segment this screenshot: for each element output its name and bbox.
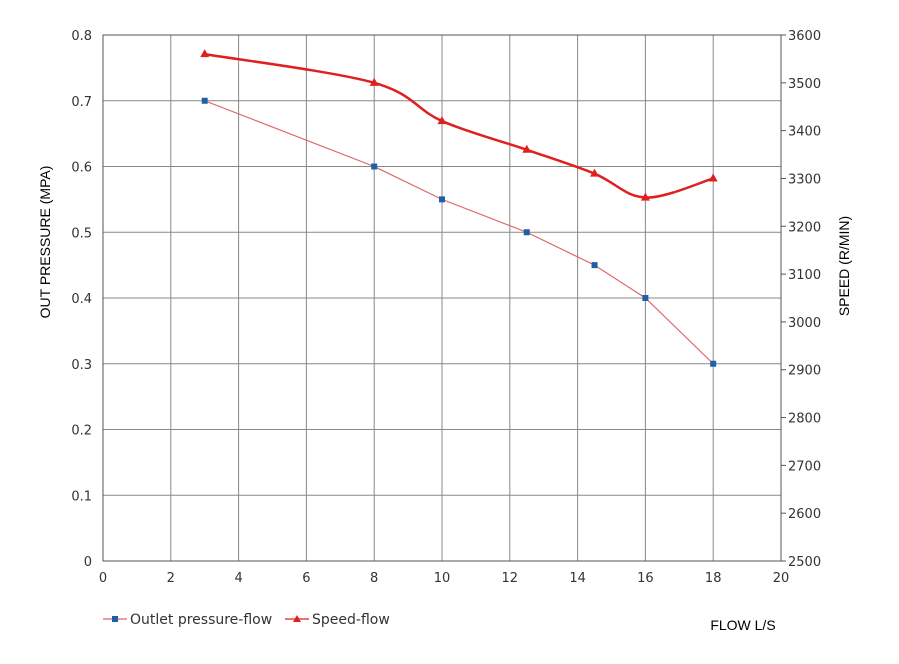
- data-series: [200, 49, 718, 367]
- grid-lines: [102, 34, 782, 562]
- y-right-tick-label: 2500: [788, 555, 821, 570]
- speed-data-point: [437, 116, 447, 125]
- pressure-data-point: [201, 97, 208, 104]
- y-right-tick-label: 2800: [788, 412, 821, 427]
- axis-tick-labels: 0 2 4 6 8 10 12 14 16 18 20 0 0.1 0.2 0.3 0.4 0.5 0.6 0.7 0…: [71, 29, 821, 586]
- pressure-data-point: [523, 229, 530, 236]
- y-right-tick-label: 3500: [788, 77, 821, 92]
- x-tick-label: 2: [167, 571, 175, 586]
- y-left-tick-label: 0.7: [71, 95, 92, 110]
- x-tick-label: 16: [637, 571, 654, 586]
- legend-speed-label: Speed-flow: [312, 612, 390, 628]
- legend-outlet-pressure-label: Outlet pressure-flow: [130, 612, 272, 628]
- series-speed: [200, 49, 718, 201]
- speed-data-point: [590, 168, 600, 177]
- y-left-tick-label: 0.6: [71, 161, 92, 176]
- x-tick-label: 10: [434, 571, 451, 586]
- speed-data-point: [522, 144, 532, 153]
- pressure-data-point: [371, 163, 378, 170]
- speed-data-point: [640, 192, 650, 201]
- y-axis-left-title: OUT PRESSURE (MPA): [37, 166, 53, 319]
- plot-area-frame: [102, 34, 782, 562]
- y-axis-right-title: SPEED (R/MIN): [836, 216, 852, 316]
- x-tick-label: 8: [370, 571, 378, 586]
- y-right-tick-label: 3100: [788, 268, 821, 283]
- y-right-tick-label: 2700: [788, 459, 821, 474]
- y-right-tick-label: 2900: [788, 364, 821, 379]
- pressure-data-point: [710, 360, 717, 367]
- y-right-tick-label: 3200: [788, 220, 821, 235]
- pressure-data-point: [642, 295, 649, 301]
- x-tick-label: 12: [502, 571, 519, 586]
- y-right-tick-label: 2600: [788, 507, 821, 522]
- legend-triangle-marker-icon: [293, 615, 301, 622]
- pressure-data-point: [591, 262, 598, 269]
- y-right-tick-label: 3400: [788, 125, 821, 140]
- y-left-tick-label: 0.3: [71, 358, 92, 373]
- legend-item-outlet-pressure: Outlet pressure-flow: [103, 612, 272, 628]
- legend-square-marker-icon: [112, 616, 118, 622]
- y-left-tick-label: 0.8: [71, 29, 92, 44]
- speed-data-point: [200, 49, 210, 58]
- y-left-tick-label: 0.4: [71, 292, 92, 307]
- speed-data-point: [369, 77, 379, 86]
- y-left-tick-label: 0: [84, 555, 92, 570]
- pressure-data-point: [439, 196, 445, 203]
- x-tick-label: 0: [99, 571, 107, 586]
- x-tick-label: 20: [773, 571, 790, 586]
- x-axis-title: FLOW L/S: [710, 617, 775, 633]
- x-tick-label: 6: [302, 571, 310, 586]
- y-right-tick-label: 3600: [788, 29, 821, 44]
- y-left-tick-label: 0.5: [71, 226, 92, 241]
- series-outlet-pressure: [201, 97, 717, 367]
- legend-item-speed: Speed-flow: [285, 612, 390, 628]
- y-right-tick-label: 3300: [788, 172, 821, 187]
- x-tick-label: 14: [569, 571, 586, 586]
- speed-data-point: [708, 173, 718, 182]
- y-left-tick-label: 0.1: [71, 489, 92, 504]
- x-tick-label: 18: [705, 571, 722, 586]
- speed-flow-line: [204, 52, 714, 199]
- y-left-tick-label: 0.2: [71, 424, 92, 439]
- y-right-tick-label: 3000: [788, 316, 821, 331]
- x-tick-label: 4: [234, 571, 242, 586]
- legend: Outlet pressure-flow Speed-flow: [103, 612, 390, 628]
